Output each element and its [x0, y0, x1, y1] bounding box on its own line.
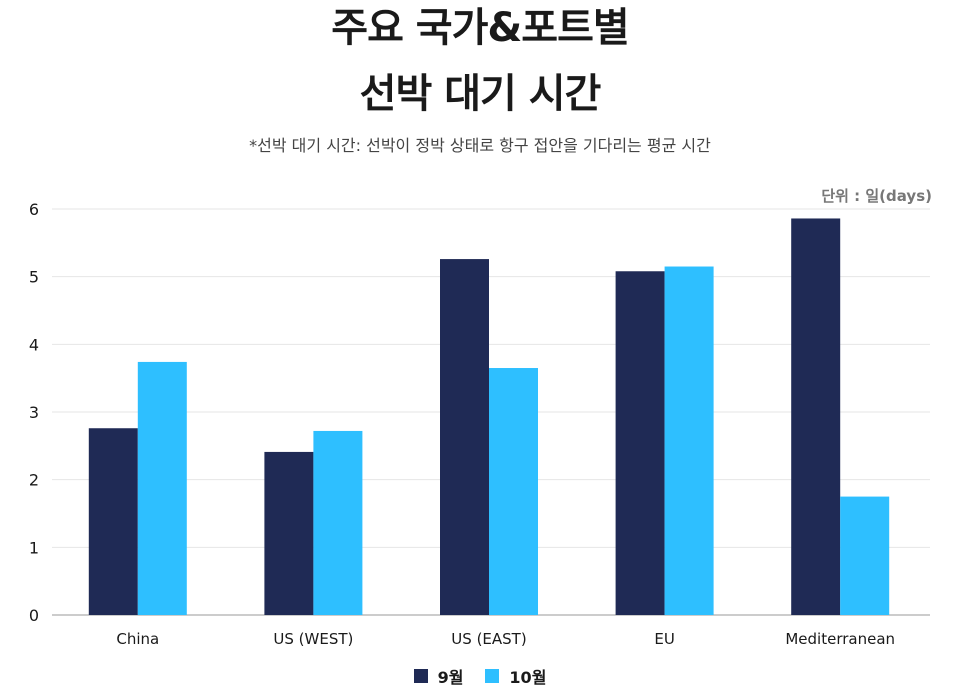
bar-sep-mediterranean	[791, 218, 841, 615]
legend: 9월 10월	[0, 664, 960, 688]
x-tick-label: EU	[654, 630, 674, 648]
legend-label-sep: 9월	[437, 668, 464, 687]
bars	[88, 218, 890, 615]
bar-sep-us-east	[440, 259, 489, 615]
y-axis-ticks: 0 1 2 3 4 5 6	[29, 200, 39, 625]
y-tick-label: 2	[29, 471, 39, 490]
bar-chart: 0 1 2 3 4 5 6 China US (WEST) US (EAST) EU Mediter…	[29, 200, 930, 648]
y-tick-label: 5	[29, 268, 39, 287]
bar-sep-china	[88, 428, 138, 615]
chart-title-line2: 선박 대기 시간	[359, 71, 602, 117]
bar-oct-china	[137, 361, 187, 615]
y-tick-label: 6	[29, 200, 39, 219]
unit-label: 단위 : 일(days)	[821, 187, 932, 205]
bar-oct-eu	[664, 266, 714, 615]
chart-subtitle: *선박 대기 시간: 선박이 정박 상태로 항구 접안을 기다리는 평균 시간	[249, 136, 711, 155]
bar-oct-us-east	[489, 368, 538, 615]
bar-oct-us-west	[313, 430, 363, 615]
x-tick-label: China	[116, 630, 159, 648]
legend-item-sep[interactable]: 9월	[413, 664, 464, 688]
x-axis-ticks: China US (WEST) US (EAST) EU Mediterranean	[116, 630, 895, 648]
y-tick-label: 0	[29, 606, 39, 625]
legend-swatch-oct	[485, 669, 500, 683]
y-tick-label: 4	[29, 335, 39, 354]
bar-sep-eu	[615, 271, 665, 615]
legend-label-oct: 10월	[509, 668, 547, 687]
bar-sep-us-west	[264, 451, 314, 615]
legend-item-oct[interactable]: 10월	[485, 664, 546, 688]
x-tick-label: Mediterranean	[785, 630, 895, 648]
x-tick-label: US (WEST)	[273, 630, 353, 648]
y-tick-label: 1	[29, 538, 39, 557]
legend-swatch-sep	[413, 669, 428, 683]
y-tick-label: 3	[29, 403, 39, 422]
x-tick-label: US (EAST)	[451, 630, 526, 648]
chart-title-line1: 주요 국가&포트별	[331, 5, 629, 51]
bar-oct-mediterranean	[840, 496, 890, 615]
